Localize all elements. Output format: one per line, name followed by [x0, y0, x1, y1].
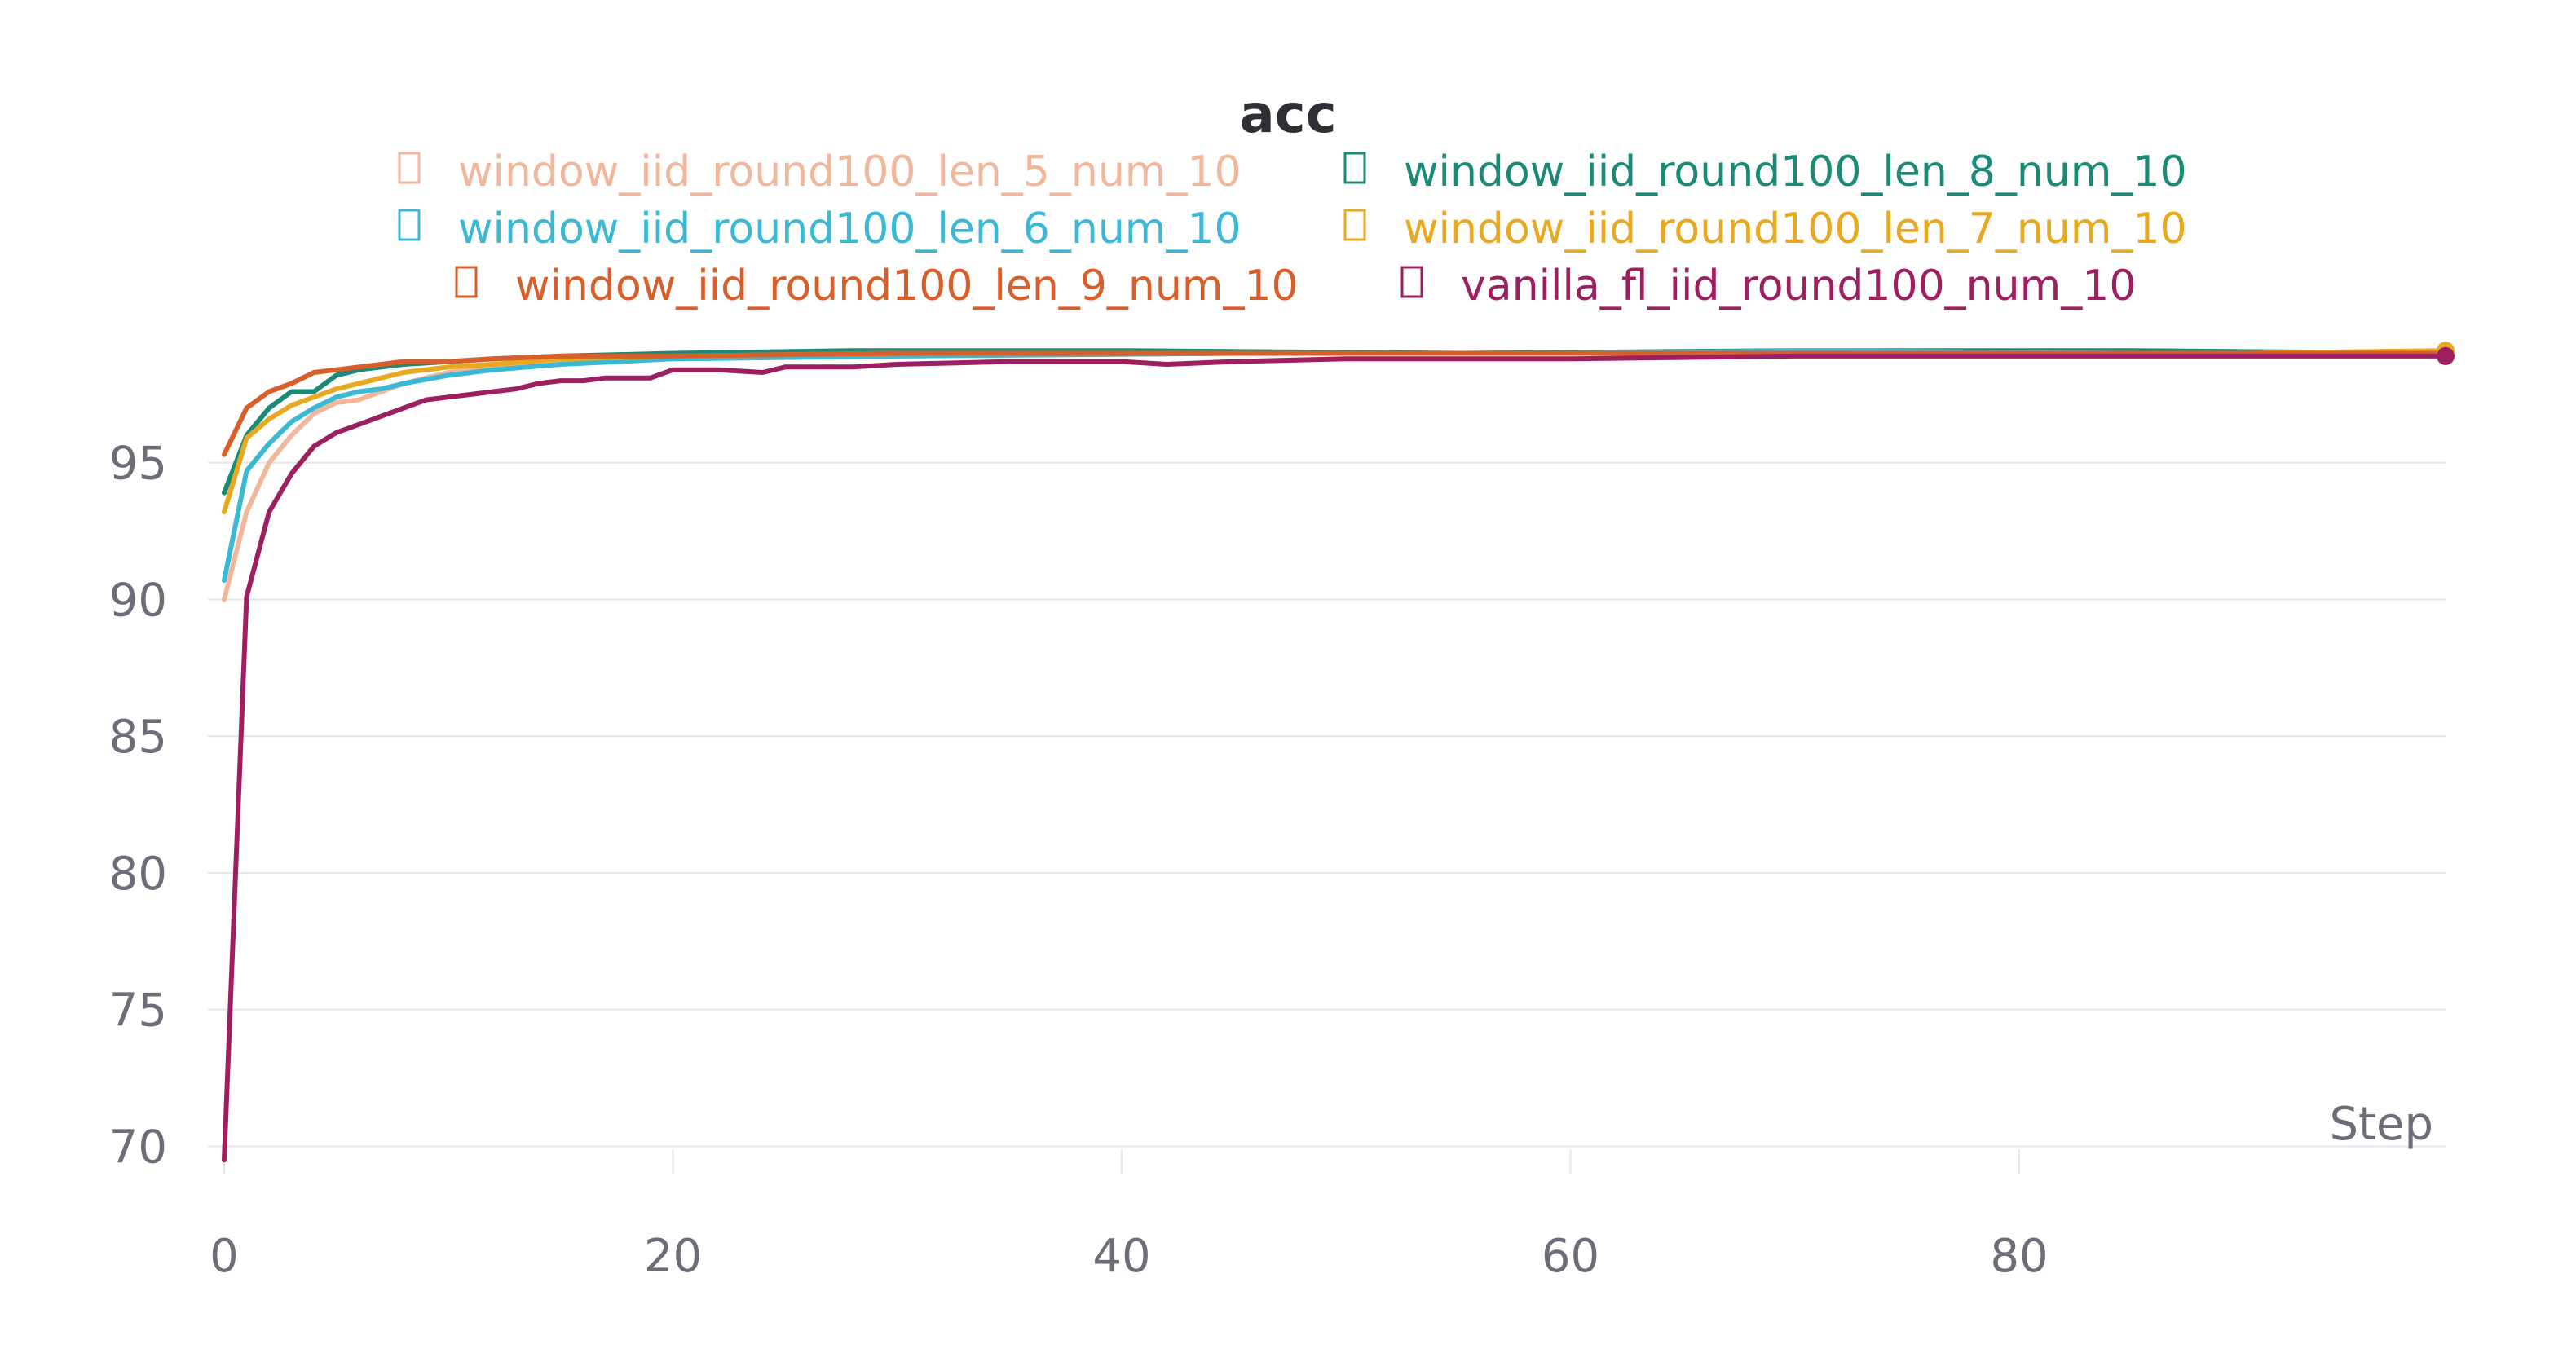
legend-swatch: [398, 152, 421, 184]
series-line: [222, 348, 2448, 583]
series-lines: [222, 342, 2455, 1163]
legend-swatch: [1343, 152, 1366, 184]
x-axis: 0 20 40 60 80: [210, 1149, 2049, 1283]
x-tick-label: 60: [1542, 1230, 1599, 1283]
x-tick-label: 80: [1990, 1230, 2048, 1283]
series-line: [222, 348, 2448, 602]
y-tick-label: 75: [109, 985, 167, 1038]
series-line: [222, 348, 2448, 496]
y-axis: 70 75 80 85 90 95: [109, 438, 167, 1175]
legend-swatch: [1343, 209, 1366, 241]
legend-swatch: [398, 209, 421, 241]
legend-entry: window_iid_round100_len_5_num_10: [458, 148, 1242, 196]
legend-entry: window_iid_round100_len_8_num_10: [1404, 148, 2187, 196]
x-tick-label: 20: [644, 1230, 702, 1283]
legend-entry: window_iid_round100_len_9_num_10: [515, 262, 1299, 311]
legend-entry: vanilla_fl_iid_round100_num_10: [1461, 262, 2136, 311]
y-tick-label: 95: [109, 438, 167, 491]
series-line: [222, 353, 2448, 1163]
y-tick-label: 80: [109, 848, 167, 901]
series-endpoint: [2437, 346, 2455, 365]
legend-swatch: [455, 266, 478, 298]
chart-title: acc: [1239, 85, 1336, 145]
gridlines: [208, 461, 2446, 1148]
legend-entry: window_iid_round100_len_6_num_10: [458, 205, 1242, 253]
legend-entry: window_iid_round100_len_7_num_10: [1404, 205, 2187, 253]
x-tick-label: 40: [1092, 1230, 1150, 1283]
series-line: [222, 348, 2448, 515]
legend-swatch: [1400, 266, 1423, 298]
y-tick-label: 90: [109, 574, 167, 627]
legend: window_iid_round100_len_5_num_10 window_i…: [398, 148, 2187, 311]
y-tick-label: 70: [109, 1121, 167, 1174]
x-tick-label: 0: [210, 1230, 239, 1283]
series-line: [222, 350, 2448, 457]
y-tick-label: 85: [109, 711, 167, 764]
x-axis-label: Step: [2329, 1098, 2433, 1151]
